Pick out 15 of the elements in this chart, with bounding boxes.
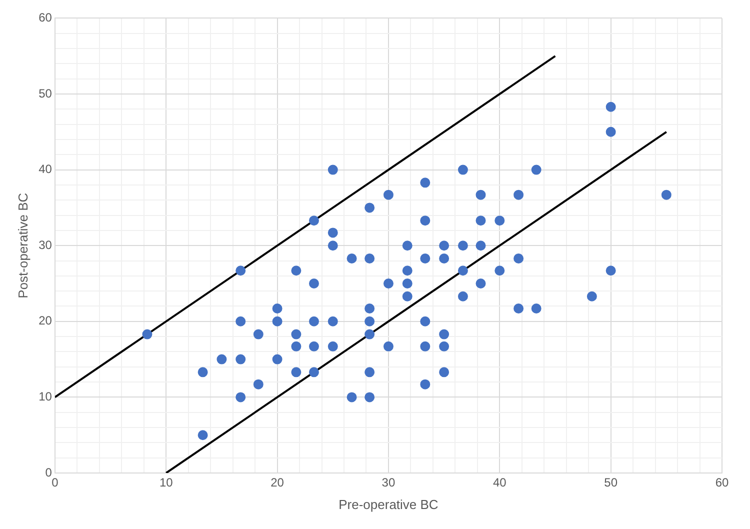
x-tick-label: 60 — [715, 476, 729, 490]
x-tick-label: 30 — [382, 476, 396, 490]
y-tick-label: 40 — [38, 162, 52, 176]
x-tick-label: 20 — [270, 476, 284, 490]
x-tick-label: 40 — [492, 476, 507, 490]
y-tick-label: 0 — [45, 465, 52, 480]
y-tick-label: 60 — [38, 10, 52, 25]
y-tick-label: 50 — [38, 86, 52, 100]
y-tick-label: 10 — [38, 390, 52, 404]
x-tick-label: 10 — [159, 476, 174, 490]
x-tick-label: 50 — [604, 476, 618, 490]
y-tick-label: 20 — [38, 314, 52, 328]
x-axis-title: Pre-operative BC — [338, 496, 438, 512]
y-axis-title: Post-operative BC — [15, 192, 30, 298]
y-tick-label: 30 — [38, 238, 52, 252]
